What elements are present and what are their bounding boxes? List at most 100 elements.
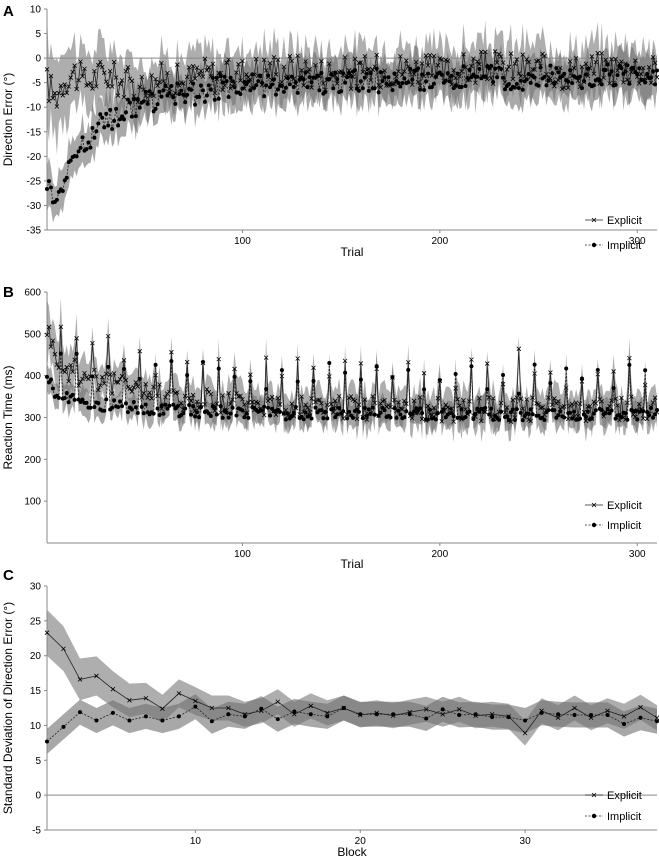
data-point-explicit (595, 50, 601, 56)
data-point-implicit (64, 391, 69, 396)
data-point-implicit (449, 411, 454, 416)
data-point-explicit (253, 56, 259, 62)
data-point-implicit (185, 92, 190, 97)
panel-letter: A (3, 3, 14, 20)
data-point-explicit (125, 65, 131, 70)
data-point-explicit (506, 64, 512, 70)
data-point-explicit (388, 404, 393, 410)
data-point-explicit (48, 344, 54, 349)
data-point-implicit (382, 75, 387, 80)
data-point-explicit (629, 394, 634, 399)
data-point-explicit (194, 65, 200, 70)
data-point-implicit (92, 135, 97, 140)
data-point-implicit (530, 412, 535, 417)
y-tick-label: 10 (30, 721, 42, 732)
data-point-implicit (289, 414, 294, 419)
data-point-explicit (522, 730, 528, 736)
data-point-implicit (623, 69, 628, 74)
data-point-implicit (127, 718, 132, 723)
data-point-implicit (248, 379, 253, 384)
data-point-implicit (345, 416, 350, 421)
data-point-explicit (579, 64, 585, 70)
data-point-implicit (181, 411, 186, 416)
data-point-implicit (208, 87, 213, 92)
data-point-implicit (655, 407, 659, 412)
data-point-implicit (279, 368, 284, 373)
data-point-implicit (90, 374, 95, 379)
data-point-explicit (193, 698, 198, 704)
data-point-explicit (555, 715, 561, 721)
data-point-implicit (611, 386, 616, 391)
data-point-explicit (404, 401, 409, 407)
data-point-explicit (640, 416, 646, 421)
data-point-explicit (161, 78, 166, 84)
data-point-implicit (546, 408, 551, 413)
data-point-implicit (275, 717, 280, 722)
data-point-implicit (455, 71, 460, 76)
data-point-implicit (653, 412, 658, 417)
data-point-explicit (111, 59, 117, 65)
data-point-explicit (109, 391, 115, 396)
series-line-explicit (46, 326, 658, 423)
data-point-implicit (331, 86, 336, 91)
data-point-explicit (117, 81, 123, 87)
data-point-explicit (473, 80, 478, 86)
data-point-implicit (206, 83, 211, 88)
data-point-explicit (439, 57, 445, 62)
data-point-explicit (477, 62, 482, 67)
data-point-implicit (583, 414, 588, 419)
legend-marker-explicit (591, 792, 597, 798)
legend-label-explicit: Explicit (607, 790, 642, 802)
data-point-implicit (445, 71, 450, 76)
data-point-implicit (121, 366, 126, 371)
data-point-explicit (275, 395, 281, 401)
data-point-explicit (133, 380, 139, 385)
data-point-implicit (189, 87, 194, 92)
data-point-implicit (120, 404, 125, 409)
data-point-explicit (242, 402, 247, 407)
data-point-implicit (358, 712, 363, 717)
data-point-implicit (548, 63, 553, 68)
legend-marker-explicit (591, 502, 597, 508)
data-point-implicit (475, 74, 480, 79)
y-tick-label: -30 (27, 201, 42, 212)
data-point-explicit (228, 401, 233, 407)
data-point-implicit (585, 66, 590, 71)
data-point-implicit (374, 364, 379, 369)
y-tick-label: 5 (35, 756, 41, 767)
data-point-explicit (469, 357, 474, 362)
data-point-implicit (570, 416, 575, 421)
data-point-explicit (490, 396, 496, 401)
data-point-implicit (303, 70, 308, 75)
data-point-implicit (123, 110, 128, 115)
data-point-explicit (184, 359, 190, 365)
data-point-implicit (151, 411, 156, 416)
data-point-implicit (131, 400, 136, 405)
data-point-implicit (259, 706, 264, 711)
data-point-explicit (98, 59, 103, 65)
data-point-explicit (360, 69, 366, 75)
data-point-explicit (492, 49, 498, 54)
data-point-explicit (607, 81, 612, 86)
data-point-implicit (564, 366, 569, 371)
data-point-implicit (325, 714, 330, 719)
data-point-explicit (44, 332, 50, 338)
data-point-implicit (86, 140, 91, 145)
data-point-implicit (347, 70, 352, 75)
data-point-implicit (453, 371, 458, 376)
data-point-implicit (349, 74, 354, 79)
data-point-implicit (622, 722, 627, 727)
data-point-explicit (76, 77, 81, 83)
data-point-explicit (261, 412, 267, 418)
data-point-implicit (246, 415, 251, 420)
data-point-explicit (439, 419, 445, 424)
data-point-implicit (301, 417, 306, 422)
data-point-explicit (232, 366, 237, 372)
data-point-implicit (281, 89, 286, 94)
data-point-explicit (398, 53, 403, 59)
data-point-explicit (526, 59, 531, 65)
data-point-explicit (400, 406, 405, 412)
data-point-implicit (135, 97, 140, 102)
data-point-explicit (160, 706, 165, 711)
data-point-explicit (309, 85, 314, 90)
